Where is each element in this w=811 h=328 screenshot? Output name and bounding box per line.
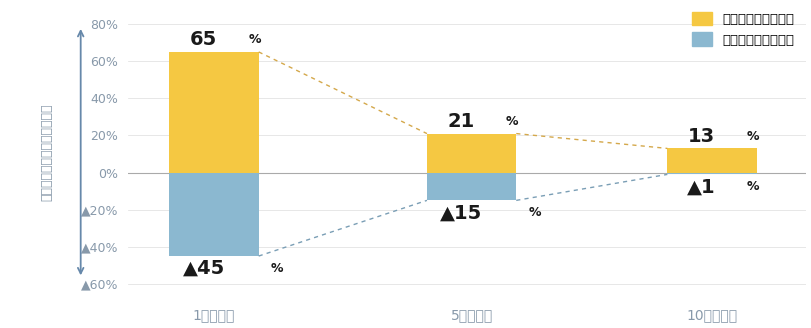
Bar — [427, 173, 516, 200]
Text: リターンの振れ幅（リスク）: リターンの振れ幅（リスク） — [41, 103, 54, 201]
Text: 13: 13 — [687, 127, 714, 146]
Bar — [169, 52, 259, 173]
Bar — [169, 173, 259, 256]
Text: ▲45: ▲45 — [182, 259, 225, 278]
Text: %: % — [248, 33, 260, 46]
Bar — [427, 133, 516, 173]
Text: %: % — [528, 206, 540, 219]
Text: %: % — [745, 130, 758, 143]
Text: %: % — [270, 262, 283, 275]
Text: %: % — [505, 115, 517, 128]
Text: 65: 65 — [190, 30, 217, 49]
Bar — [667, 149, 756, 173]
Text: ▲15: ▲15 — [440, 203, 482, 222]
Text: 21: 21 — [447, 112, 474, 131]
Legend: 最大利益率（年率）, 最大損失率（年率）: 最大利益率（年率）, 最大損失率（年率） — [686, 6, 799, 52]
Text: %: % — [745, 180, 758, 193]
Bar — [667, 173, 756, 174]
Text: ▲1: ▲1 — [687, 177, 715, 196]
